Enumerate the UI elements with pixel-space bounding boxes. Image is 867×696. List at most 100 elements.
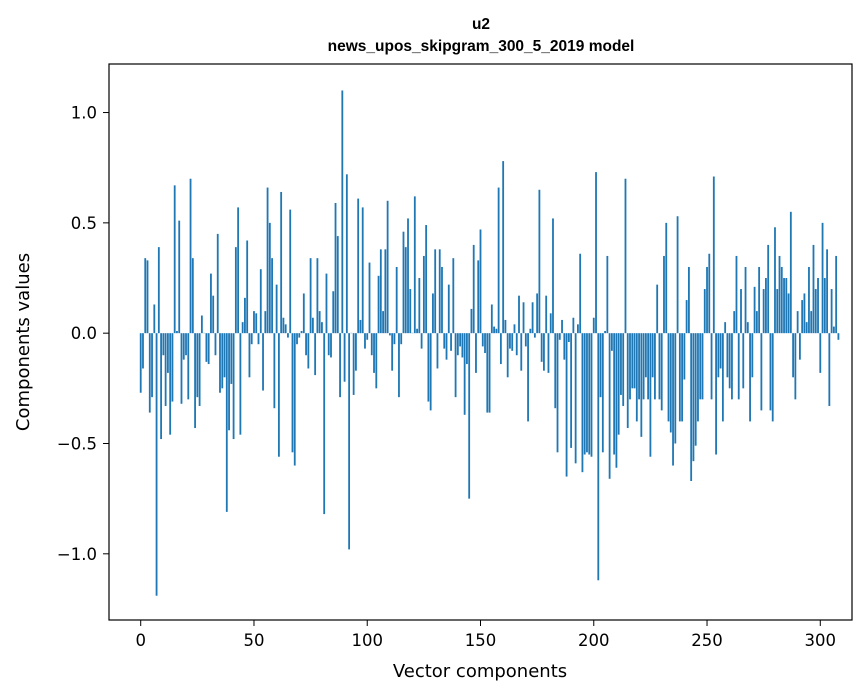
bar xyxy=(330,333,332,358)
y-axis-label: Components values xyxy=(13,253,34,431)
bar xyxy=(819,333,822,373)
bar xyxy=(479,229,482,334)
bar xyxy=(302,293,305,334)
bar xyxy=(461,333,464,358)
bar xyxy=(744,266,747,334)
bar xyxy=(499,333,502,365)
bar xyxy=(429,333,432,411)
bar xyxy=(364,333,366,349)
bar xyxy=(774,227,776,334)
bar xyxy=(520,333,523,371)
bar xyxy=(502,161,505,334)
bar xyxy=(826,249,828,334)
bar xyxy=(676,216,679,334)
bar xyxy=(683,333,686,380)
bar xyxy=(751,333,754,378)
bar xyxy=(214,333,217,356)
bar xyxy=(244,297,246,334)
bar xyxy=(755,311,758,334)
bar xyxy=(205,333,208,362)
bar xyxy=(780,266,783,334)
bar xyxy=(400,333,403,345)
bar xyxy=(212,295,215,334)
bar xyxy=(604,330,606,334)
y-tick-label: −0.5 xyxy=(57,434,97,453)
bar xyxy=(384,249,387,334)
bars-group xyxy=(139,90,840,596)
bar xyxy=(155,333,158,596)
bar xyxy=(837,333,840,340)
bar xyxy=(561,319,563,334)
bar xyxy=(336,236,339,334)
bar xyxy=(733,311,736,334)
bar xyxy=(194,333,196,429)
bar xyxy=(443,333,446,349)
bar xyxy=(189,178,192,334)
bar xyxy=(404,247,407,334)
bar xyxy=(395,266,398,334)
bar xyxy=(694,333,697,446)
bar xyxy=(823,278,826,334)
bar xyxy=(300,330,303,334)
bar xyxy=(307,333,310,369)
bar xyxy=(219,333,221,393)
bar xyxy=(284,324,287,334)
x-axis-label: Vector components xyxy=(393,661,567,682)
y-tick-label: 0.0 xyxy=(71,324,97,343)
bar xyxy=(794,333,797,400)
bar xyxy=(230,333,233,384)
bar xyxy=(633,333,636,389)
bar xyxy=(527,333,529,422)
bar xyxy=(454,333,457,398)
bar xyxy=(590,333,593,457)
bar xyxy=(760,333,763,411)
bar xyxy=(753,286,756,334)
bar xyxy=(456,333,459,356)
bar xyxy=(798,333,801,360)
bar xyxy=(413,196,416,334)
bar xyxy=(588,333,591,455)
bar xyxy=(375,333,378,389)
bar xyxy=(685,300,688,334)
bar xyxy=(259,269,262,334)
bar xyxy=(418,278,421,334)
bar xyxy=(425,225,428,334)
bar xyxy=(511,333,514,351)
bar xyxy=(275,284,278,334)
bar xyxy=(239,333,242,435)
y-tick-label: −1.0 xyxy=(57,545,97,564)
bar xyxy=(721,333,724,422)
bar xyxy=(821,222,824,334)
bar xyxy=(552,218,554,334)
bar xyxy=(787,293,790,334)
bar xyxy=(157,247,160,334)
bar xyxy=(287,333,289,338)
bar xyxy=(669,333,672,433)
bar xyxy=(624,178,627,334)
bar xyxy=(366,333,369,340)
bar xyxy=(543,333,545,371)
bar xyxy=(567,333,570,342)
bar xyxy=(540,333,543,362)
bar xyxy=(577,324,579,334)
bar xyxy=(667,333,670,422)
bar xyxy=(509,333,511,349)
bar xyxy=(257,333,260,345)
bar xyxy=(142,333,144,369)
bar xyxy=(506,333,509,378)
bar xyxy=(441,266,443,334)
bar xyxy=(513,324,516,334)
bar xyxy=(672,333,674,466)
bar xyxy=(599,333,602,398)
bar xyxy=(409,289,412,334)
bar xyxy=(638,333,640,400)
bar xyxy=(706,266,708,334)
bar xyxy=(176,330,178,334)
bar xyxy=(828,333,831,406)
chart-subtitle: news_upos_skipgram_300_5_2019 model xyxy=(328,38,635,55)
bar xyxy=(359,319,362,334)
bar xyxy=(522,302,525,334)
bar xyxy=(166,333,169,373)
bar xyxy=(556,333,559,453)
